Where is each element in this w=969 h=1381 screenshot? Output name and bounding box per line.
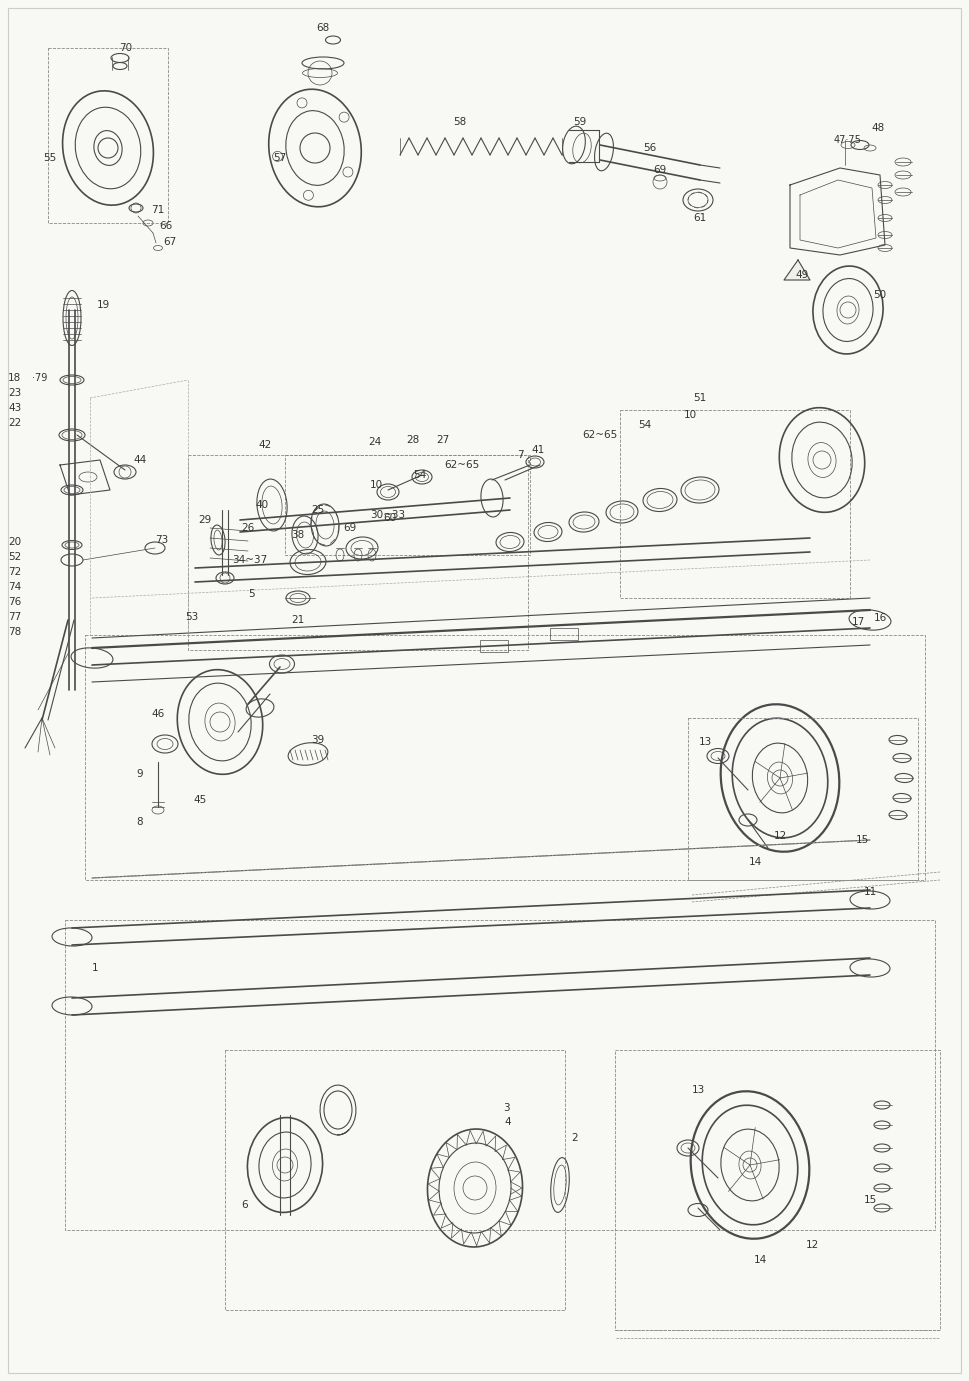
Text: 10: 10 [369, 481, 383, 490]
Text: 15: 15 [863, 1195, 877, 1206]
Text: 38: 38 [292, 530, 304, 540]
Bar [65, 920, 935, 1230]
Bar [688, 718, 918, 880]
Text: 53: 53 [185, 612, 199, 621]
Text: 68: 68 [316, 23, 329, 33]
Text: 76: 76 [8, 597, 21, 608]
Text: 3: 3 [503, 1103, 510, 1113]
Text: 22: 22 [8, 418, 21, 428]
Text: 56: 56 [643, 144, 657, 153]
Text: 26: 26 [241, 523, 255, 533]
Text: 25: 25 [311, 505, 325, 515]
Bar [188, 454, 528, 650]
Bar [550, 628, 578, 639]
Text: 51: 51 [694, 394, 706, 403]
Text: 14: 14 [753, 1255, 766, 1265]
Text: 73: 73 [155, 534, 169, 545]
Text: 12: 12 [773, 831, 787, 841]
Text: 77: 77 [8, 612, 21, 621]
Text: 78: 78 [8, 627, 21, 637]
Text: 2: 2 [572, 1132, 578, 1143]
Text: 34~37: 34~37 [233, 555, 267, 565]
Text: 27: 27 [436, 435, 450, 445]
Text: 15: 15 [856, 836, 868, 845]
Text: 62~65: 62~65 [445, 460, 480, 470]
Text: 46: 46 [151, 708, 165, 720]
Polygon shape [784, 260, 810, 280]
Text: 14: 14 [748, 858, 762, 867]
Text: ·79: ·79 [32, 373, 47, 383]
Text: 49: 49 [796, 271, 808, 280]
Text: 47·75: 47·75 [834, 135, 862, 145]
Text: 30~33: 30~33 [370, 510, 406, 521]
Text: 13: 13 [691, 1085, 704, 1095]
Text: 9: 9 [137, 769, 143, 779]
Text: 16: 16 [873, 613, 887, 623]
Text: 28: 28 [406, 435, 420, 445]
Text: 8: 8 [137, 818, 143, 827]
Text: 1: 1 [92, 963, 98, 974]
Text: 61: 61 [694, 213, 706, 222]
Text: 21: 21 [292, 615, 304, 626]
Text: 54: 54 [414, 470, 426, 481]
Text: 43: 43 [8, 403, 21, 413]
Bar [620, 410, 850, 598]
Text: 29: 29 [199, 515, 211, 525]
Bar [225, 1050, 565, 1311]
Text: 60: 60 [384, 512, 396, 523]
Text: 5: 5 [249, 590, 255, 599]
Text: 24: 24 [368, 436, 382, 447]
Text: 57: 57 [273, 153, 287, 163]
Text: 39: 39 [311, 735, 325, 744]
Text: 4: 4 [505, 1117, 512, 1127]
Text: 41: 41 [531, 445, 545, 454]
Bar [48, 48, 168, 222]
Text: 17: 17 [852, 617, 864, 627]
Bar [480, 639, 508, 652]
Bar [615, 1050, 940, 1330]
Text: 7: 7 [516, 450, 523, 460]
Text: 69: 69 [343, 523, 357, 533]
Text: 55: 55 [44, 153, 56, 163]
Text: 18: 18 [8, 373, 21, 383]
Text: 62~65: 62~65 [582, 429, 617, 441]
Text: 58: 58 [453, 117, 467, 127]
Text: 66: 66 [159, 221, 172, 231]
Text: 23: 23 [8, 388, 21, 398]
Text: 59: 59 [574, 117, 586, 127]
Text: 74: 74 [8, 581, 21, 592]
Text: 44: 44 [133, 454, 146, 465]
Text: 52: 52 [8, 552, 21, 562]
Bar [85, 635, 925, 880]
Text: 69: 69 [653, 164, 667, 175]
Text: 48: 48 [871, 123, 885, 133]
Text: 50: 50 [873, 290, 887, 300]
Text: 70: 70 [119, 43, 133, 52]
Text: 71: 71 [151, 204, 165, 215]
Bar [285, 454, 530, 555]
Text: 45: 45 [194, 795, 206, 805]
Text: 20: 20 [8, 537, 21, 547]
Text: 12: 12 [805, 1240, 819, 1250]
Text: 10: 10 [683, 410, 697, 420]
Text: 54: 54 [639, 420, 651, 429]
Text: 40: 40 [256, 500, 268, 510]
Text: 72: 72 [8, 568, 21, 577]
Text: 13: 13 [699, 737, 711, 747]
Text: 67: 67 [164, 238, 176, 247]
Text: 19: 19 [97, 300, 110, 309]
Text: 6: 6 [241, 1200, 248, 1210]
Text: 11: 11 [863, 887, 877, 898]
Text: 42: 42 [259, 441, 271, 450]
